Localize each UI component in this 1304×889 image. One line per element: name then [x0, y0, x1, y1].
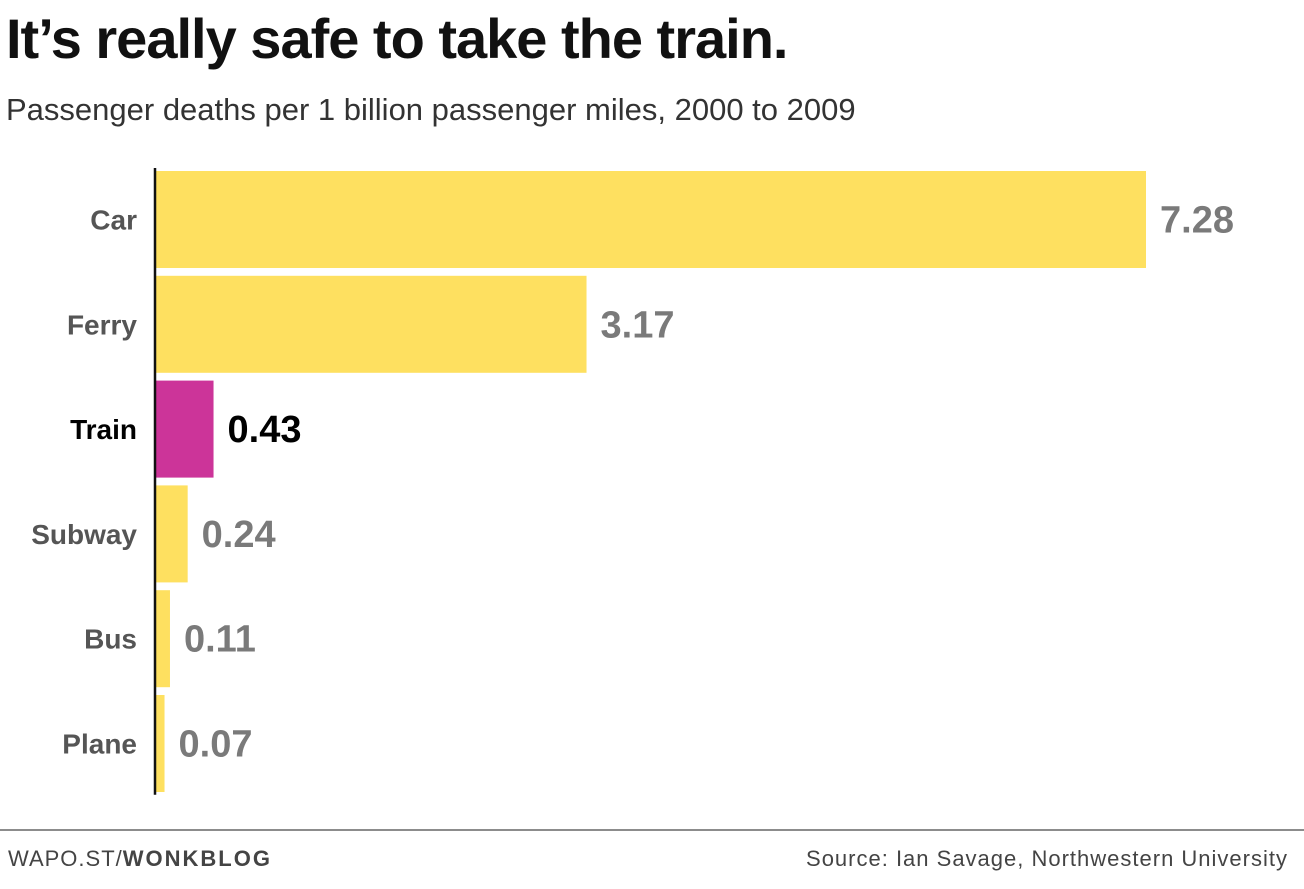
category-label-ferry: Ferry [67, 309, 137, 340]
bar-ferry [155, 275, 587, 373]
category-label-car: Car [90, 205, 137, 236]
category-label-bus: Bus [84, 624, 137, 655]
footer-divider [0, 829, 1304, 831]
chart-subtitle: Passenger deaths per 1 billion passenger… [6, 92, 856, 127]
footer-credit: WAPO.ST/WONKBLOG [8, 846, 272, 872]
bar-plane [155, 695, 165, 792]
category-label-plane: Plane [62, 729, 137, 760]
chart-title: It’s really safe to take the train. [6, 7, 788, 70]
bar-subway [155, 485, 188, 583]
bar-row-ferry: Ferry 3.17 [67, 275, 675, 373]
category-label-subway: Subway [31, 519, 137, 550]
value-label-bus: 0.11 [184, 619, 256, 661]
bar-row-car: Car 7.28 [90, 171, 1234, 268]
bar-train [155, 380, 214, 478]
bar-chart: Car 7.28 Ferry 3.17 Train 0.43 Subway 0.24 Bus 0.… [31, 168, 1234, 795]
bar-row-plane: Plane 0.07 [62, 695, 252, 792]
credit-prefix: WAPO.ST/ [8, 846, 123, 871]
bar-car [155, 171, 1146, 268]
bar-row-train: Train 0.43 [70, 380, 302, 478]
category-label-train: Train [70, 414, 137, 445]
bar-row-subway: Subway 0.24 [31, 485, 276, 583]
value-label-car: 7.28 [1160, 200, 1234, 242]
bar-row-bus: Bus 0.11 [84, 590, 256, 688]
value-label-subway: 0.24 [202, 514, 276, 556]
bar-bus [155, 590, 170, 688]
value-label-ferry: 3.17 [601, 304, 675, 346]
credit-brand: WONKBLOG [122, 846, 272, 871]
value-label-train: 0.43 [228, 409, 302, 451]
value-label-plane: 0.07 [179, 724, 253, 766]
footer-source: Source: Ian Savage, Northwestern Univers… [806, 846, 1288, 871]
